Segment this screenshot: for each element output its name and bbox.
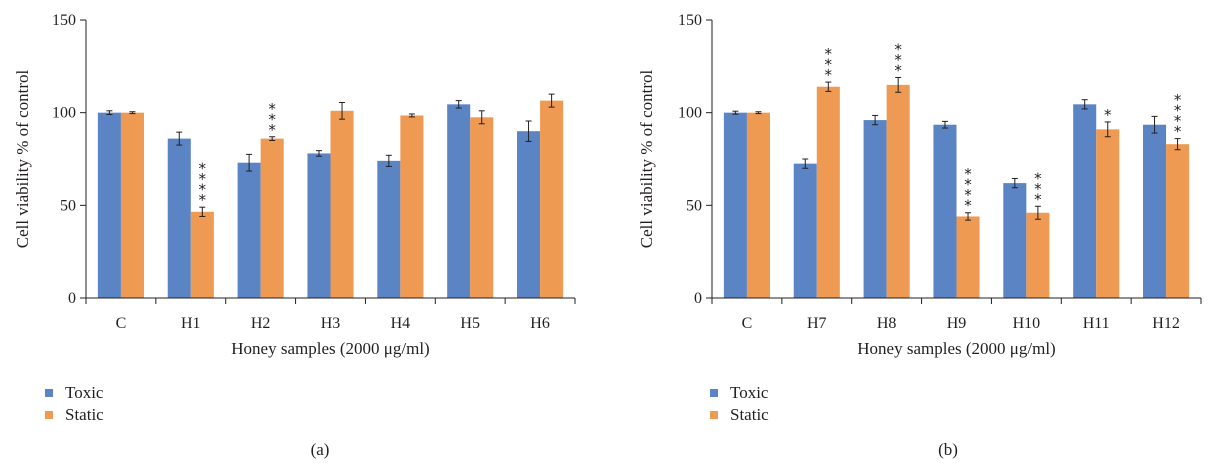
significance-stars: * * * *: [199, 160, 207, 210]
bar-static-h2: [260, 138, 284, 298]
y-tick-label: 150: [52, 12, 76, 29]
y-tick-label: 100: [678, 105, 702, 122]
y-axis-title: Cell viability % of control: [637, 69, 656, 248]
y-tick-label: 0: [68, 290, 76, 307]
legend-label-static: Static: [65, 405, 104, 424]
bar-toxic-h7: [793, 163, 817, 298]
x-tick-label: H9: [947, 315, 967, 332]
significance-stars: *: [1104, 106, 1112, 124]
x-tick-label: H12: [1152, 315, 1180, 332]
x-axis-title: Honey samples (2000 μg/ml): [857, 339, 1055, 358]
y-tick-label: 100: [52, 105, 76, 122]
legend-swatch-toxic: [710, 389, 718, 397]
y-tick-label: 50: [686, 197, 702, 214]
x-axis-title: Honey samples (2000 μg/ml): [231, 339, 429, 358]
bar-static-h12: [1166, 144, 1190, 298]
panel-label: (b): [938, 440, 958, 459]
bar-static-h10: [1026, 212, 1050, 298]
significance-stars: * * *: [825, 45, 833, 84]
bar-toxic-h6: [517, 131, 541, 298]
x-tick-label: H7: [807, 315, 827, 332]
bar-static-h8: [886, 84, 910, 298]
x-tick-label: H11: [1083, 315, 1110, 332]
bar-static-h7: [816, 86, 840, 298]
y-tick-label: 50: [60, 197, 76, 214]
significance-stars: * * * *: [1174, 91, 1182, 140]
bar-toxic-h1: [167, 138, 191, 298]
x-tick-label: H5: [460, 315, 480, 332]
bar-static-h1: [190, 211, 214, 298]
bar-static-h3: [330, 110, 354, 299]
legend-swatch-static: [710, 411, 718, 419]
bar-toxic-h10: [1003, 183, 1027, 298]
legend-label-static: Static: [730, 405, 769, 424]
y-tick-label: 0: [694, 290, 702, 307]
bar-static-h6: [540, 100, 564, 299]
bar-static-c: [120, 112, 144, 299]
x-tick-label: H2: [251, 315, 271, 332]
legend-swatch-static: [45, 411, 53, 419]
y-tick-label: 150: [678, 12, 702, 29]
bar-toxic-h8: [863, 120, 887, 298]
bar-toxic-h12: [1143, 124, 1167, 298]
bar-static-h9: [956, 216, 980, 298]
bar-static-h4: [400, 115, 424, 299]
x-tick-label: H4: [391, 315, 411, 332]
bar-toxic-c: [723, 112, 747, 299]
x-tick-label: H3: [321, 315, 341, 332]
legend-label-toxic: Toxic: [65, 383, 104, 402]
bar-toxic-h4: [377, 160, 401, 298]
x-tick-label: H10: [1013, 315, 1041, 332]
bar-toxic-h3: [307, 153, 331, 298]
panel-label: (a): [311, 440, 330, 459]
x-tick-label: C: [742, 315, 753, 332]
bar-toxic-h11: [1073, 104, 1097, 299]
significance-stars: * * *: [1034, 169, 1042, 208]
bar-static-h11: [1096, 129, 1120, 298]
bar-static-h5: [470, 117, 494, 298]
x-tick-label: H1: [181, 315, 201, 332]
x-tick-label: H8: [877, 315, 897, 332]
bar-toxic-h9: [933, 124, 957, 298]
x-tick-label: H6: [530, 315, 550, 332]
bar-toxic-h2: [237, 162, 261, 298]
y-axis-title: Cell viability % of control: [13, 69, 32, 248]
legend-swatch-toxic: [45, 389, 53, 397]
significance-stars: * * *: [894, 40, 902, 79]
significance-stars: * * *: [268, 100, 276, 139]
legend-label-toxic: Toxic: [730, 383, 769, 402]
significance-stars: * * * *: [964, 165, 972, 215]
bar-static-c: [746, 112, 770, 299]
bar-toxic-c: [97, 112, 121, 299]
bar-toxic-h5: [447, 104, 471, 299]
x-tick-label: C: [116, 315, 127, 332]
